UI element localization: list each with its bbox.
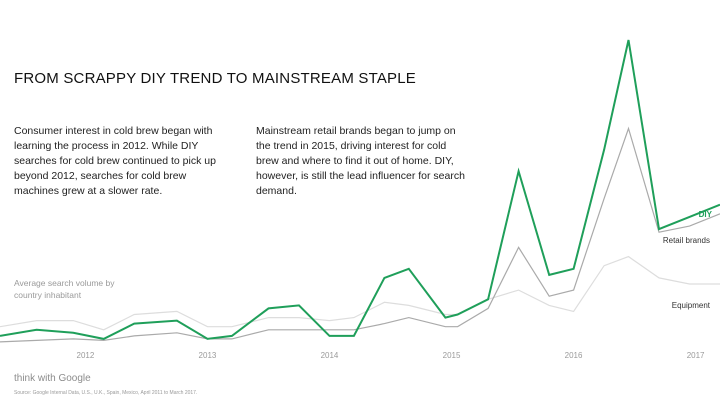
x-tick-label: 2016: [565, 351, 583, 360]
annotation-right: Mainstream retail brands began to jump o…: [256, 125, 465, 197]
x-tick-label: 2017: [687, 351, 705, 360]
brand-logo-text: think with Google: [14, 373, 91, 384]
x-tick-label: 2015: [443, 351, 461, 360]
x-tick-label: 2014: [321, 351, 339, 360]
annotation-left: Consumer interest in cold brew began wit…: [14, 125, 216, 197]
legend-label-diy: DIY: [698, 210, 712, 219]
series-line-equipment: [0, 255, 720, 331]
series-line-retail-brands: [0, 126, 720, 343]
x-tick-label: 2013: [199, 351, 217, 360]
series-line-diy: [0, 39, 720, 340]
legend-label-retail-brands: Retail brands: [662, 236, 710, 245]
y-axis-label: Average search volume by country inhabit…: [14, 278, 115, 300]
chart-title: FROM SCRAPPY DIY TREND TO MAINSTREAM STA…: [14, 70, 417, 87]
source-note: Source: Google Internal Data, U.S., U.K.…: [14, 390, 198, 396]
x-tick-label: 2012: [77, 351, 95, 360]
legend-label-equipment: Equipment: [671, 301, 710, 310]
